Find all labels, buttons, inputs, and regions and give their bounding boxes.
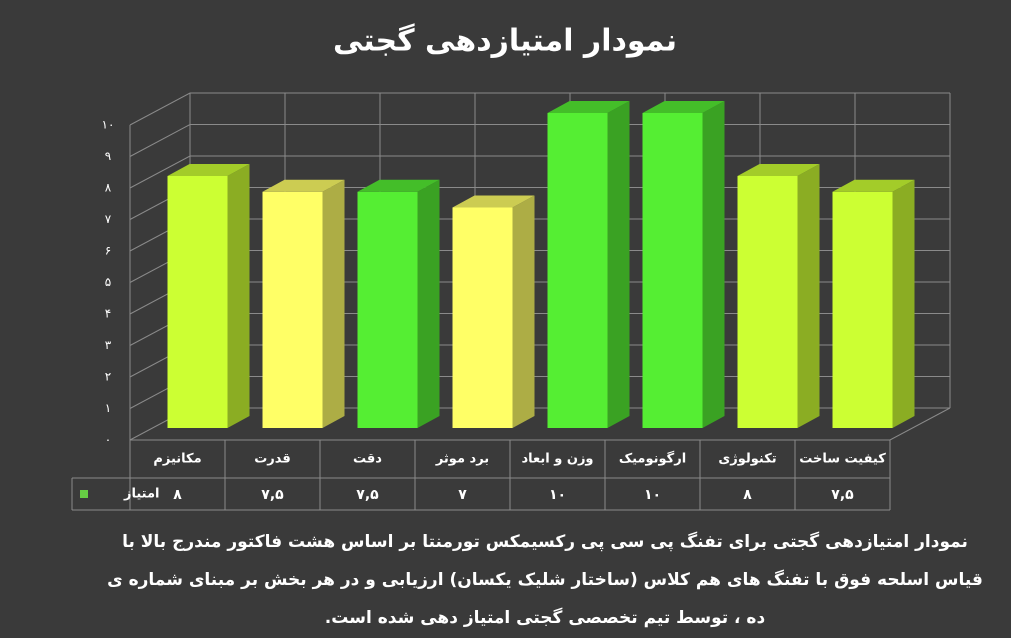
bar-side	[892, 179, 915, 428]
grid-line	[129, 92, 950, 126]
value-label: ۸	[173, 487, 182, 503]
category-label: کیفیت ساخت	[799, 452, 886, 467]
category-label: ارگونومیک	[619, 451, 686, 467]
bar-side	[512, 195, 535, 428]
bar-top	[262, 179, 345, 192]
value-label: ۱۰	[644, 487, 661, 503]
bar-front	[832, 191, 893, 428]
bar-front	[642, 113, 703, 428]
bar-front	[167, 176, 228, 428]
bar	[547, 101, 630, 428]
y-tick-label: ۹	[105, 149, 111, 163]
bar-top	[452, 195, 535, 208]
bar-side	[227, 164, 250, 428]
y-tick-label: ۸	[105, 181, 112, 195]
value-label: ۸	[743, 487, 752, 503]
category-label: قدرت	[254, 452, 291, 467]
bar-side	[417, 179, 440, 428]
bar	[262, 179, 345, 428]
bar-front	[452, 207, 513, 428]
bar-front	[547, 113, 608, 428]
category-label: وزن و ابعاد	[521, 452, 593, 467]
bar-side	[702, 101, 725, 428]
bar-side	[322, 179, 345, 428]
bar-top	[547, 101, 630, 113]
bar-top	[167, 164, 250, 176]
bar-top	[737, 164, 820, 176]
bar-front	[737, 176, 798, 428]
y-tick-label: ۵	[105, 275, 111, 289]
y-tick-label: ۱۰	[102, 118, 115, 132]
y-tick-label: ۷	[105, 212, 112, 226]
value-label: ۷,۵	[261, 487, 284, 503]
value-label: ۷,۵	[831, 487, 854, 503]
y-tick-label: ۳	[105, 338, 112, 352]
bar	[642, 101, 725, 428]
y-tick-label: ۶	[105, 244, 111, 258]
bar-side	[797, 164, 820, 428]
bar-side	[607, 101, 630, 428]
caption-line: قیاس اسلحه فوق با تفنگ های هم کلاس (ساخت…	[107, 569, 983, 590]
bar	[452, 195, 535, 428]
value-label: ۱۰	[549, 487, 566, 503]
chart-title: نمودار امتیازدهی گجتی	[333, 23, 677, 59]
bar-front	[262, 191, 323, 428]
category-label: دقت	[353, 452, 382, 467]
bar	[167, 164, 250, 428]
caption-line: ده ، توسط تیم تخصصی گجتی امتیاز دهی شده …	[325, 607, 766, 628]
y-tick-label: ۰	[105, 433, 111, 447]
legend-marker	[80, 490, 88, 498]
caption-line: نمودار امتیازدهی گجتی برای تفنگ پی سی پی…	[122, 531, 968, 552]
bar-top	[357, 179, 440, 192]
legend-label: امتیاز	[123, 487, 159, 502]
bar-top	[642, 101, 725, 113]
bar-top	[832, 179, 915, 192]
category-label: تکنولوژی	[718, 452, 776, 467]
value-label: ۷	[458, 487, 467, 503]
bar-front	[357, 191, 418, 428]
category-label: مکانیزم	[153, 452, 201, 467]
y-tick-label: ۱	[105, 401, 111, 415]
category-label: برد موثر	[435, 452, 489, 467]
bar	[737, 164, 820, 428]
bar	[832, 179, 915, 428]
y-tick-label: ۲	[105, 370, 111, 384]
value-label: ۷,۵	[356, 487, 379, 503]
y-tick-label: ۴	[105, 307, 111, 321]
bar	[357, 179, 440, 428]
